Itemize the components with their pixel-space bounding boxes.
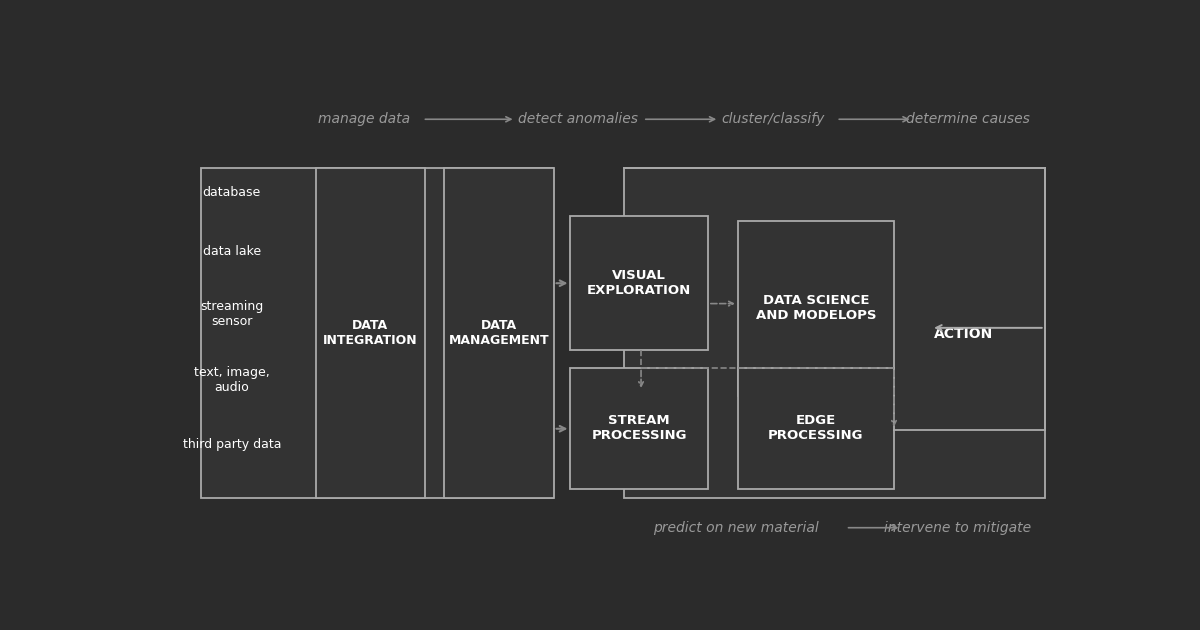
Text: ACTION: ACTION [934, 327, 994, 341]
Bar [624, 168, 1045, 498]
Text: DATA SCIENCE
AND MODELOPS: DATA SCIENCE AND MODELOPS [756, 294, 876, 323]
Text: streaming
sensor: streaming sensor [200, 301, 264, 328]
Text: VISUAL
EXPLORATION: VISUAL EXPLORATION [587, 269, 691, 297]
Text: EDGE
PROCESSING: EDGE PROCESSING [768, 415, 864, 442]
Bar [444, 168, 553, 498]
Text: third party data: third party data [182, 438, 281, 451]
Bar [316, 168, 425, 498]
Text: data lake: data lake [203, 244, 260, 258]
Text: database: database [203, 185, 260, 198]
Text: determine causes: determine causes [906, 112, 1031, 126]
Bar [738, 368, 894, 489]
Text: STREAM
PROCESSING: STREAM PROCESSING [592, 415, 686, 442]
Bar [570, 216, 708, 350]
Text: text, image,
audio: text, image, audio [194, 366, 270, 394]
Bar [202, 168, 553, 498]
Text: predict on new material: predict on new material [653, 521, 818, 535]
Text: DATA
INTEGRATION: DATA INTEGRATION [323, 319, 418, 347]
Bar [570, 368, 708, 489]
Text: detect anomalies: detect anomalies [518, 112, 638, 126]
Text: manage data: manage data [318, 112, 410, 126]
Bar [738, 221, 894, 396]
Text: DATA
MANAGEMENT: DATA MANAGEMENT [449, 319, 550, 347]
Text: cluster/classify: cluster/classify [721, 112, 824, 126]
Text: intervene to mitigate: intervene to mitigate [883, 521, 1031, 535]
